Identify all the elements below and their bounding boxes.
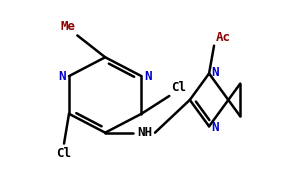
Text: N: N [144,70,152,83]
Text: N: N [211,121,219,134]
Text: N: N [59,70,66,83]
Text: N: N [211,66,219,79]
Text: Me: Me [60,20,75,33]
Text: Cl: Cl [56,147,72,160]
Text: NH: NH [137,126,152,139]
Text: Ac: Ac [216,31,231,44]
Text: Cl: Cl [171,81,186,94]
